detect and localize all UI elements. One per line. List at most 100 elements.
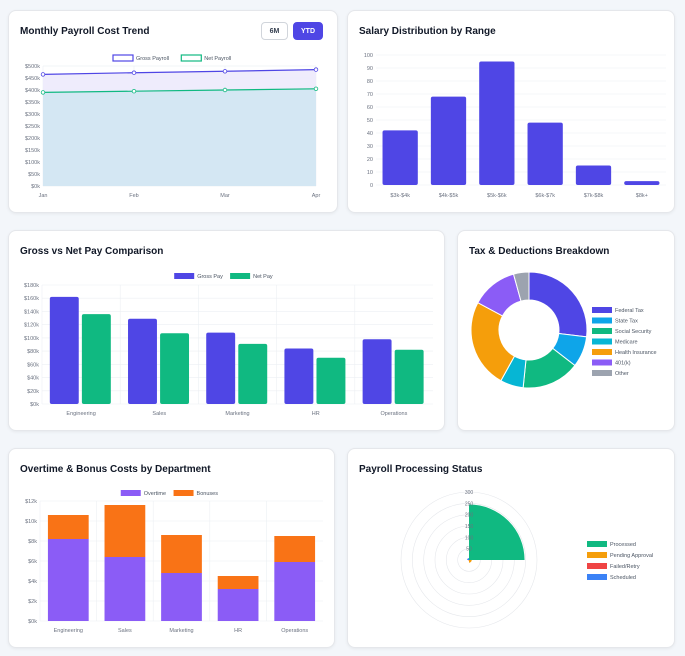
- polar-segment: [469, 560, 472, 563]
- legend-swatch: [587, 574, 607, 580]
- y-tick-label: $10k: [25, 519, 37, 525]
- y-tick-label: $2k: [28, 599, 37, 605]
- x-tick-label: Marketing: [169, 628, 193, 634]
- y-tick-label: $8k: [28, 539, 37, 545]
- y-tick-label: $200k: [25, 136, 40, 142]
- y-tick-label: 0: [370, 183, 373, 189]
- card-processing-status: Payroll Processing Status 300 250 200 150 10…: [347, 448, 675, 648]
- y-tick-label: $120k: [24, 323, 39, 329]
- bar-segment: [274, 536, 316, 562]
- bar-segment: [47, 515, 89, 539]
- data-point: [40, 90, 46, 95]
- data-point: [313, 86, 319, 91]
- y-tick-label: 30: [367, 144, 373, 150]
- x-tick-label: Feb: [129, 193, 138, 199]
- r-tick-label: 200: [465, 513, 474, 519]
- bar-segment: [217, 589, 259, 621]
- y-tick-label: 50: [367, 118, 373, 124]
- y-tick-label: 80: [367, 79, 373, 85]
- y-tick-label: 10: [367, 170, 373, 176]
- gross-net-chart: $0k $20k $40k $60k $80k $100k $120k $140k $160k $…: [24, 273, 433, 417]
- y-tick-label: 60: [367, 105, 373, 111]
- legend-label: Gross Payroll: [136, 56, 169, 62]
- y-tick-label: $180k: [24, 283, 39, 289]
- legend-label: State Tax: [615, 319, 638, 325]
- data-point: [131, 70, 137, 75]
- legend-label: Failed/Retry: [610, 564, 640, 570]
- r-tick-label: 50: [466, 547, 472, 553]
- data-point: [222, 87, 228, 93]
- bar-segment: [161, 573, 202, 621]
- y-tick-label: $0k: [31, 184, 40, 190]
- bar: [394, 349, 424, 404]
- x-tick-label: HR: [234, 628, 242, 634]
- legend-swatch: [592, 307, 612, 313]
- x-tick-label: $4k-$5k: [439, 193, 459, 199]
- legend-label: Overtime: [144, 491, 166, 497]
- legend-label: Gross Pay: [197, 274, 223, 280]
- y-tick-label: $60k: [27, 362, 39, 368]
- card-title: Monthly Payroll Cost Trend: [20, 26, 150, 37]
- bar: [238, 343, 268, 404]
- card-title: Overtime & Bonus Costs by Department: [20, 464, 211, 475]
- bar: [160, 333, 190, 404]
- x-tick-label: Marketing: [225, 411, 249, 417]
- bar-segment: [217, 576, 259, 589]
- legend-swatch: [120, 490, 141, 496]
- card-title: Tax & Deductions Breakdown: [469, 246, 610, 257]
- donut-slice: [512, 271, 530, 302]
- y-tick-label: $40k: [27, 376, 39, 382]
- y-tick-label: $50k: [28, 172, 40, 178]
- y-tick-label: 90: [367, 66, 373, 72]
- data-point: [131, 88, 137, 94]
- series-area: [43, 88, 316, 186]
- y-tick-label: 100: [364, 53, 373, 59]
- data-point: [222, 69, 228, 74]
- legend-swatch: [180, 54, 202, 62]
- legend-label: Bonuses: [197, 491, 219, 497]
- legend-swatch: [112, 54, 134, 62]
- card-tax-deductions: Tax & Deductions Breakdown Federal Tax St…: [457, 230, 675, 431]
- x-tick-label: Apr: [312, 193, 321, 199]
- bar: [81, 314, 111, 404]
- data-point: [313, 67, 319, 72]
- bar-segment: [104, 505, 146, 557]
- legend-label: Health Insurance: [615, 350, 657, 356]
- legend-swatch: [230, 273, 251, 279]
- bar-segment: [161, 535, 202, 573]
- card-title: Salary Distribution by Range: [359, 26, 496, 37]
- y-tick-label: $500k: [25, 64, 40, 70]
- x-tick-label: Engineering: [66, 411, 95, 417]
- bar: [284, 348, 314, 404]
- legend-swatch: [174, 273, 195, 279]
- y-tick-label: $4k: [28, 579, 37, 585]
- legend-label: Net Pay: [253, 274, 273, 280]
- card-overtime-bonus: Overtime & Bonus Costs by Department $0k…: [8, 448, 335, 648]
- legend-swatch: [592, 317, 612, 324]
- polar-segment: [468, 560, 469, 561]
- y-tick-label: $160k: [24, 296, 39, 302]
- y-tick-label: $80k: [27, 349, 39, 355]
- y-tick-label: $12k: [25, 499, 37, 505]
- legend-swatch: [592, 370, 612, 376]
- x-tick-label: Mar: [220, 193, 230, 199]
- range-6m-button[interactable]: 6M: [261, 22, 288, 40]
- x-tick-label: Sales: [152, 411, 166, 417]
- x-tick-label: $3k-$4k: [390, 193, 410, 199]
- x-tick-label: Jan: [39, 193, 48, 199]
- legend-swatch: [592, 338, 612, 345]
- bar: [382, 130, 418, 185]
- bar: [575, 165, 612, 185]
- range-ytd-button[interactable]: YTD: [293, 22, 323, 40]
- r-tick-label: 300: [465, 490, 474, 496]
- legend-label: Processed: [610, 542, 636, 548]
- legend-swatch: [592, 349, 612, 355]
- bar-segment: [274, 562, 316, 621]
- y-tick-label: $6k: [28, 559, 37, 565]
- x-tick-label: $5k-$6k: [487, 193, 507, 199]
- legend-swatch: [587, 541, 607, 547]
- tax-deductions-chart: Federal Tax State Tax Social Security Medic…: [470, 271, 657, 389]
- bar: [624, 181, 660, 185]
- y-tick-label: $150k: [25, 148, 40, 154]
- y-tick-label: $0k: [30, 402, 39, 408]
